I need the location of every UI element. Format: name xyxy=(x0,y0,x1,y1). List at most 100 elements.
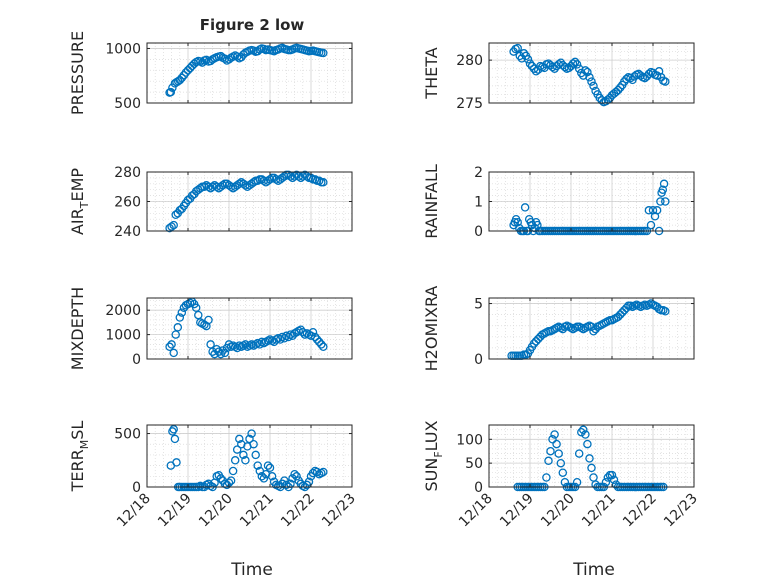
subplot-theta: 275 280 THETA xyxy=(422,42,695,112)
data-point xyxy=(263,461,273,470)
data-point xyxy=(235,179,244,189)
data-point xyxy=(317,340,326,349)
data-point xyxy=(572,60,582,69)
data-point xyxy=(319,48,328,58)
y-tick-label: 100 xyxy=(456,432,483,448)
y-tick-label: 500 xyxy=(114,96,141,112)
y-tick-label: 0 xyxy=(474,224,483,240)
data-point xyxy=(310,332,320,342)
data-point xyxy=(658,185,668,194)
data-point xyxy=(579,425,588,435)
data-point xyxy=(253,461,262,470)
axes-box xyxy=(488,42,695,104)
data-point xyxy=(548,435,557,444)
data-point xyxy=(177,308,187,317)
y-tick-label: 0 xyxy=(474,480,483,496)
data-point xyxy=(290,172,299,181)
data-point xyxy=(226,182,236,192)
data-point xyxy=(259,474,269,483)
data-point xyxy=(661,307,670,316)
data-point xyxy=(554,449,563,458)
data-point xyxy=(513,217,522,227)
data-point xyxy=(241,456,250,465)
y-axis-label: MIXDEPTH xyxy=(68,287,87,370)
y-axis-label-part: AIR xyxy=(68,208,87,235)
data-point xyxy=(230,456,240,465)
figure-title: Figure 2 low xyxy=(200,16,305,34)
data-point xyxy=(290,469,299,479)
data-point xyxy=(319,467,328,477)
data-point xyxy=(531,67,541,76)
data-point xyxy=(585,454,594,463)
data-point xyxy=(257,472,267,481)
data-point xyxy=(527,61,537,71)
axes-box xyxy=(146,297,353,360)
data-point xyxy=(587,322,596,332)
y-tick-label: 1000 xyxy=(105,328,141,344)
data-point xyxy=(581,66,590,75)
subplot-h2omixra: 0 5 H2OMIXRA xyxy=(422,286,695,371)
data-point xyxy=(577,427,586,437)
data-point xyxy=(560,62,570,72)
data-point xyxy=(175,313,185,322)
data-point xyxy=(589,81,598,91)
data-point xyxy=(519,49,529,58)
y-axis-label-subscript: T xyxy=(78,201,91,209)
data-point xyxy=(644,69,654,79)
data-point xyxy=(282,480,291,490)
data-point xyxy=(191,303,201,313)
data-point xyxy=(212,344,221,354)
y-tick-label: 2 xyxy=(474,165,483,181)
y-axis-label: SUNFLUX xyxy=(422,420,445,491)
data-point xyxy=(170,434,180,444)
y-axis-label-subscript: F xyxy=(432,451,445,457)
data-point xyxy=(175,75,185,85)
data-point xyxy=(525,59,535,68)
data-point xyxy=(165,342,174,352)
data-point xyxy=(204,182,213,192)
data-point xyxy=(613,85,623,95)
data-point xyxy=(204,315,213,325)
data-point xyxy=(202,181,211,190)
data-point xyxy=(556,458,566,468)
axes-box xyxy=(146,424,353,488)
data-point xyxy=(212,182,221,192)
data-point xyxy=(659,179,669,189)
data-point xyxy=(607,470,617,480)
data-point xyxy=(644,206,654,215)
y-axis-label-part: EMP xyxy=(68,168,87,202)
data-point xyxy=(181,68,191,77)
y-tick-label: 260 xyxy=(114,195,141,211)
data-point xyxy=(166,87,176,97)
data-point xyxy=(251,450,260,460)
y-tick-label: 5 xyxy=(474,297,483,313)
x-axis-label-right: Time xyxy=(572,560,615,580)
y-tick-label: 500 xyxy=(114,427,141,443)
data-point xyxy=(253,338,262,348)
axes-box xyxy=(488,424,695,488)
data-point xyxy=(312,335,322,344)
data-point xyxy=(202,55,211,65)
data-point xyxy=(284,332,293,342)
data-point xyxy=(613,312,623,322)
data-point xyxy=(292,327,301,337)
data-point xyxy=(513,43,522,53)
data-point xyxy=(523,55,533,64)
data-point xyxy=(169,220,178,230)
data-point xyxy=(200,320,209,330)
y-tick-label: 280 xyxy=(456,53,483,69)
y-axis-label: TERRMSL xyxy=(68,421,91,493)
data-point xyxy=(294,172,303,181)
data-point xyxy=(172,458,181,467)
data-point xyxy=(280,334,289,343)
data-point xyxy=(200,182,209,192)
data-point xyxy=(550,430,559,439)
y-tick-label: 280 xyxy=(114,165,141,181)
y-axis-label-part: TERR xyxy=(68,449,87,492)
data-point xyxy=(314,337,324,347)
data-point xyxy=(228,466,238,476)
data-point xyxy=(542,473,551,482)
data-point xyxy=(241,181,250,190)
data-point xyxy=(661,197,670,206)
data-point xyxy=(609,475,619,485)
